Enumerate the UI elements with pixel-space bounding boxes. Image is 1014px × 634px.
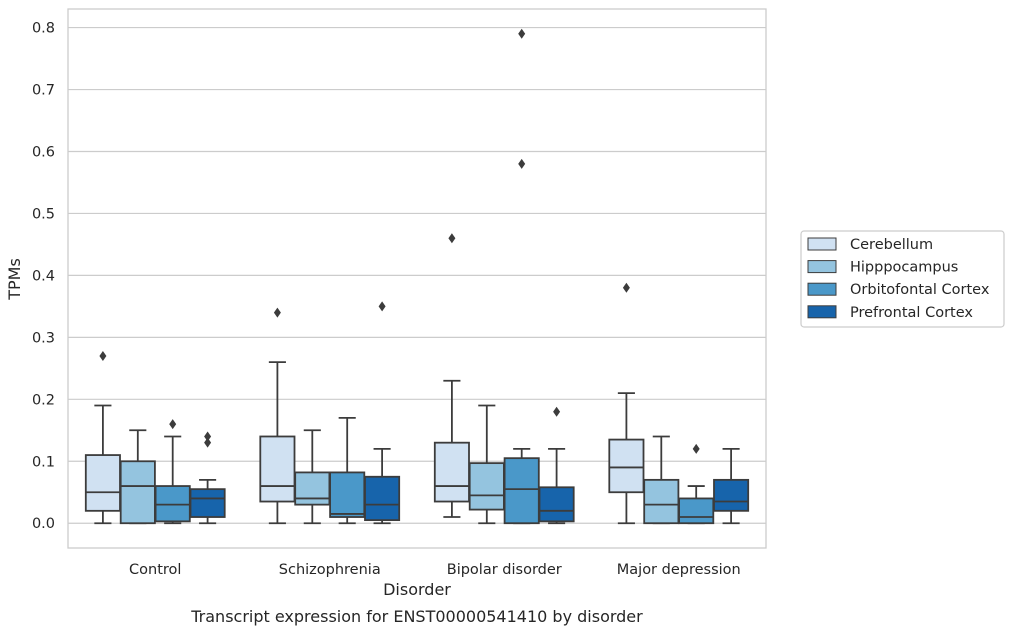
iqr-box bbox=[294, 471, 331, 506]
outlier-point bbox=[622, 282, 630, 293]
y-tick-label: 0.6 bbox=[32, 144, 55, 160]
outlier-point bbox=[169, 419, 177, 430]
y-tick-label: 0.4 bbox=[32, 268, 55, 284]
iqr-box bbox=[84, 454, 121, 512]
box-cerebellum bbox=[433, 233, 470, 518]
iqr-box bbox=[468, 462, 505, 511]
outlier-point bbox=[518, 158, 526, 169]
outlier-point bbox=[204, 437, 212, 448]
legend-swatch bbox=[807, 237, 837, 251]
y-tick-label: 0.2 bbox=[32, 392, 55, 408]
box-hipppocampus bbox=[294, 429, 331, 525]
box-orbitofontal-cortex bbox=[154, 419, 191, 525]
y-tick-label: 0.5 bbox=[32, 206, 55, 222]
x-tick-labels: Control Schizophrenia Bipolar disorder Majo… bbox=[129, 562, 741, 578]
iqr-box bbox=[154, 485, 191, 523]
legend-swatch bbox=[807, 282, 837, 296]
iqr-box bbox=[364, 475, 401, 522]
outlier-point bbox=[553, 406, 561, 417]
iqr-box bbox=[538, 486, 575, 523]
box-prefrontal-cortex bbox=[713, 447, 750, 525]
box-series bbox=[84, 28, 750, 525]
box-prefrontal-cortex bbox=[364, 301, 401, 525]
box-orbitofontal-cortex bbox=[329, 416, 366, 525]
iqr-box bbox=[643, 478, 680, 525]
box-cerebellum bbox=[84, 350, 121, 525]
iqr-box bbox=[329, 471, 366, 518]
y-axis-label: TPMs bbox=[5, 258, 24, 301]
plot-frame bbox=[67, 8, 767, 549]
outlier-point bbox=[378, 301, 386, 312]
iqr-box bbox=[189, 488, 226, 518]
box-cerebellum bbox=[259, 307, 296, 525]
box-cerebellum bbox=[608, 282, 645, 525]
chart-title: Transcript expression for ENST0000054141… bbox=[190, 607, 643, 626]
iqr-box bbox=[678, 497, 715, 525]
iqr-box bbox=[608, 438, 645, 494]
legend-label: Orbitofontal Cortex bbox=[850, 282, 990, 298]
x-tick-label: Bipolar disorder bbox=[447, 562, 562, 578]
y-tick-label: 0.8 bbox=[32, 21, 55, 37]
legend-label: Prefrontal Cortex bbox=[850, 305, 973, 321]
outlier-point bbox=[273, 307, 281, 318]
box-hipppocampus bbox=[468, 404, 505, 525]
y-tick-label: 0.7 bbox=[32, 83, 55, 99]
box-prefrontal-cortex bbox=[189, 431, 226, 525]
box-orbitofontal-cortex bbox=[678, 443, 715, 525]
legend-swatch bbox=[807, 305, 837, 319]
iqr-box bbox=[713, 478, 750, 512]
legend: Cerebellum Hipppocampus Orbitofontal Corte… bbox=[800, 230, 1005, 328]
x-tick-label: Major depression bbox=[617, 562, 741, 578]
x-tick-label: Schizophrenia bbox=[279, 562, 381, 578]
y-tick-labels: 0.0 0.1 0.2 0.3 0.4 0.5 0.6 0.7 0.8 bbox=[32, 21, 55, 533]
box-prefrontal-cortex bbox=[538, 406, 575, 525]
iqr-box bbox=[433, 441, 470, 503]
outlier-point bbox=[204, 431, 212, 442]
x-axis-label: Disorder bbox=[383, 580, 451, 599]
box-hipppocampus bbox=[643, 435, 680, 525]
outlier-point bbox=[99, 350, 107, 361]
legend-frame bbox=[800, 230, 1005, 328]
legend-label: Hipppocampus bbox=[850, 260, 958, 276]
iqr-box bbox=[119, 460, 156, 525]
iqr-box bbox=[503, 457, 540, 525]
y-tick-label: 0.0 bbox=[32, 516, 55, 532]
grid-lines bbox=[68, 26, 766, 524]
outlier-point bbox=[692, 443, 700, 454]
x-tick-label: Control bbox=[129, 562, 181, 578]
iqr-box bbox=[259, 435, 296, 503]
y-tick-label: 0.1 bbox=[32, 454, 55, 470]
outlier-point bbox=[448, 233, 456, 244]
box-orbitofontal-cortex bbox=[503, 28, 540, 525]
outlier-point bbox=[518, 28, 526, 39]
legend-label: Cerebellum bbox=[850, 237, 933, 253]
box-hipppocampus bbox=[119, 429, 156, 525]
legend-swatch bbox=[807, 260, 837, 274]
y-tick-label: 0.3 bbox=[32, 330, 55, 346]
